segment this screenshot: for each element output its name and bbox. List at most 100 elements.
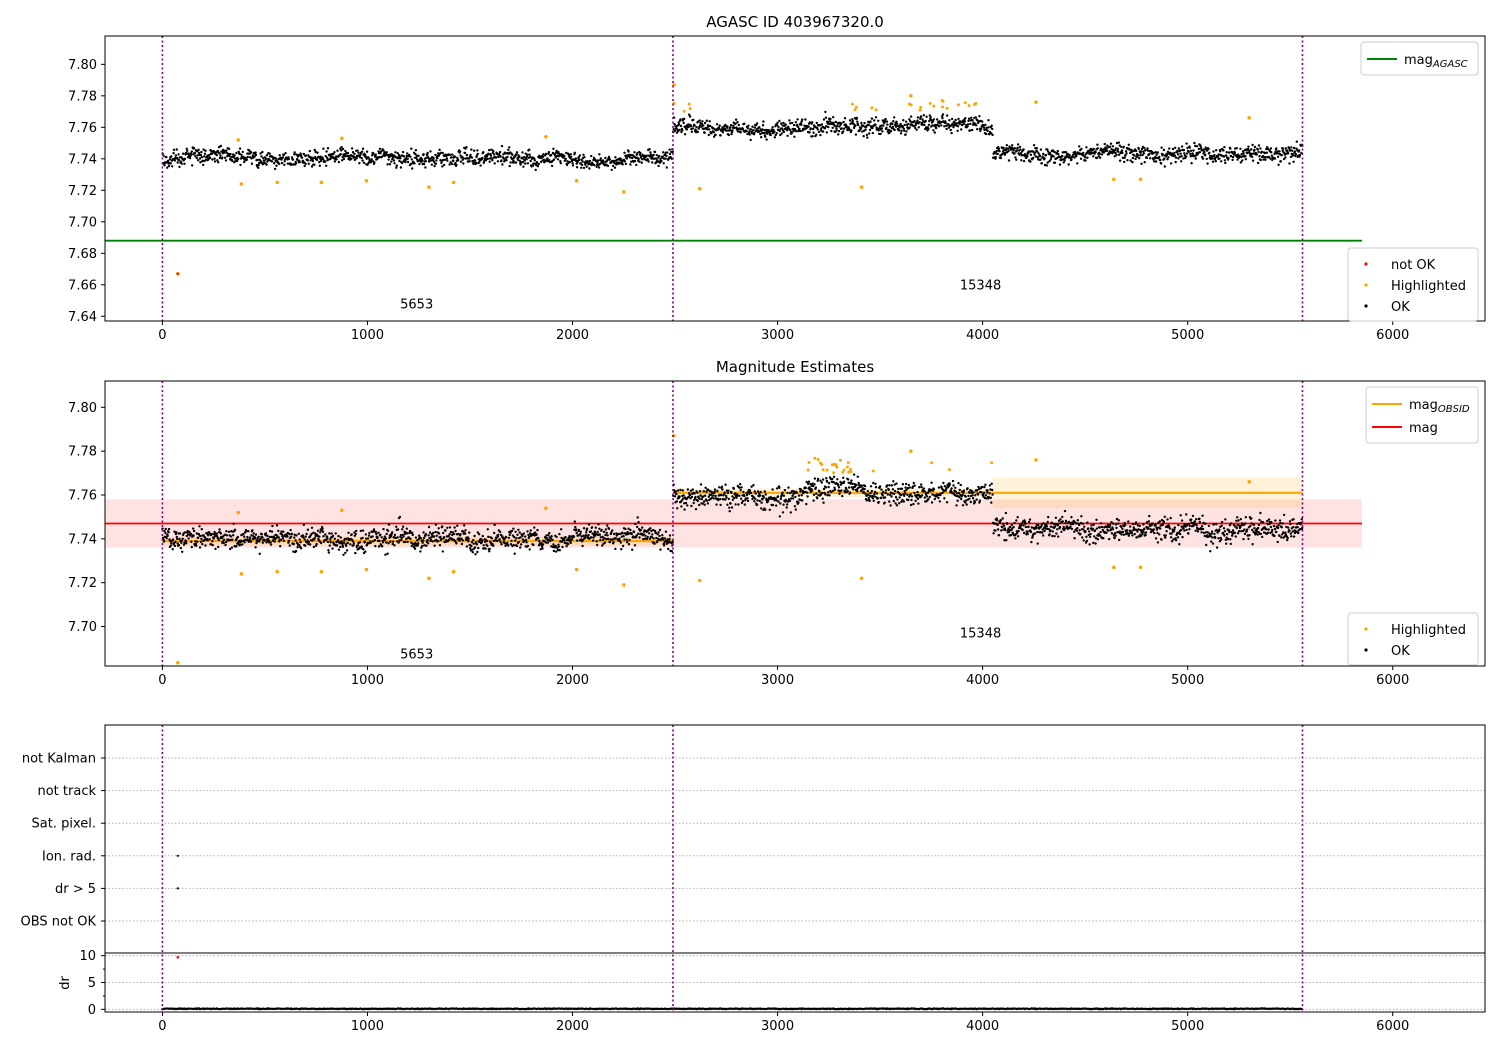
panel2-ok-point (1158, 520, 1162, 523)
panel1-ok-point (569, 153, 572, 156)
panel2-ok-point (219, 532, 223, 535)
panel2-ok-point (699, 483, 703, 486)
panel1-ok-point (657, 164, 660, 168)
panel1-ok-point (442, 163, 446, 167)
panel1-y-tick-label: 7.64 (68, 310, 97, 325)
panel2-ok-point (892, 499, 895, 503)
panel2-ok-point (509, 531, 512, 534)
panel1-ok-point (494, 156, 498, 159)
panel2-ok-point (1082, 539, 1085, 542)
panel2-ok-point (793, 505, 797, 508)
panel1-ok-point (1007, 159, 1011, 162)
panel2-ok-point (925, 495, 929, 498)
panel1-ok-point (1130, 148, 1133, 152)
panel2-ok-point (916, 497, 920, 501)
panel1-ok-point (743, 122, 746, 125)
panel2-ok-point (1180, 519, 1184, 522)
panel2-ok-point (282, 539, 285, 542)
panel1-ok-point (614, 156, 617, 159)
panel1-ok-point (1114, 151, 1117, 155)
panel1-ok-point (790, 131, 793, 135)
panel2-ok-point (648, 537, 652, 540)
panel2-ok-point (452, 532, 456, 536)
panel1-ok-point (1223, 159, 1227, 162)
panel2-ok-point (406, 532, 409, 535)
panel2-ok-point (413, 547, 417, 550)
panel1-ok-point (649, 151, 652, 154)
panel2-ok-point (737, 503, 740, 506)
panel1-ok-point (449, 161, 452, 164)
panel1-ok-point (825, 131, 828, 134)
panel2-ok-point (1073, 537, 1076, 540)
panel2-ok-point (448, 526, 452, 529)
panel2-ok-point (1057, 522, 1060, 525)
panel2-ok-point (572, 535, 576, 538)
panel2-ok-point (465, 545, 469, 548)
panel2-ok-point (1078, 529, 1081, 532)
panel2-ok-point (1015, 519, 1018, 522)
panel2-ok-point (575, 531, 578, 535)
panel1-ok-point (1220, 160, 1223, 163)
panel1-ok-point (797, 129, 800, 133)
panel1-ok-point (1076, 162, 1079, 165)
panel1-ok-point (1085, 146, 1088, 149)
panel2-ok-point (189, 532, 193, 536)
panel2-ok-point (1200, 525, 1204, 528)
panel2-ok-point (633, 544, 637, 547)
panel1-ok-point (455, 163, 458, 167)
panel1-ok-point (263, 159, 266, 162)
panel2-ok-point (1083, 525, 1086, 528)
panel1-ok-point (199, 153, 203, 157)
panel1-ok-point (202, 163, 205, 167)
panel2-ok-point (902, 500, 905, 503)
panel2-ok-point (310, 526, 314, 529)
panel1-ok-point (613, 162, 616, 165)
panel2-ok-point (893, 483, 896, 486)
panel1-ok-point (574, 157, 577, 160)
panel1-ok-point (399, 157, 402, 160)
panel2-ok-point (1198, 520, 1202, 524)
panel2-ok-point (888, 493, 892, 496)
panel1-ok-point (1264, 158, 1267, 161)
panel1-ok-point (950, 117, 954, 121)
panel2-ok-point (446, 526, 449, 529)
panel2-ok-point (725, 496, 728, 499)
panel2-ok-point (178, 537, 181, 541)
panel2-ok-point (1054, 516, 1058, 519)
panel2-ok-point (476, 550, 479, 554)
panel2-ok-point (904, 482, 908, 486)
panel2-ok-point (760, 507, 763, 510)
panel1-legend-label: Highlighted (1391, 279, 1466, 294)
panel2-ok-point (342, 553, 345, 556)
panel2-ok-point (1111, 528, 1115, 531)
panel2-ok-point (908, 486, 911, 489)
panel1-ok-point (1185, 142, 1188, 145)
panel2-ok-point (1070, 516, 1073, 519)
panel2-ok-point (431, 540, 434, 543)
panel1-ok-point (792, 130, 795, 133)
panel2-ok-point (555, 550, 558, 553)
panel1-ok-point (261, 150, 264, 154)
panel1-ok-point (1156, 151, 1160, 154)
panel1-ok-point (786, 125, 790, 128)
panel2-ok-point (605, 537, 608, 541)
panel2-ok-point (322, 535, 325, 538)
panel2-ok-point (1118, 538, 1121, 542)
panel1-ok-point (333, 151, 336, 154)
panel1-ok-point (452, 159, 455, 162)
panel2-ok-point (560, 528, 563, 531)
panel2-ok-point (380, 536, 383, 539)
panel2-ok-point (289, 535, 293, 538)
panel1-ok-point (917, 126, 920, 129)
panel1-ok-point (168, 158, 172, 161)
panel1-ok-point (1118, 159, 1122, 162)
panel2-ok-point (754, 492, 757, 495)
panel1-ok-point (994, 156, 997, 159)
panel2-ok-point (258, 552, 261, 555)
panel1-ok-point (595, 165, 598, 168)
panel2-ok-point (1174, 539, 1178, 542)
panel2-ok-point (248, 536, 252, 539)
panel2-ok-point (171, 538, 175, 541)
panel2-ok-point (416, 544, 419, 547)
